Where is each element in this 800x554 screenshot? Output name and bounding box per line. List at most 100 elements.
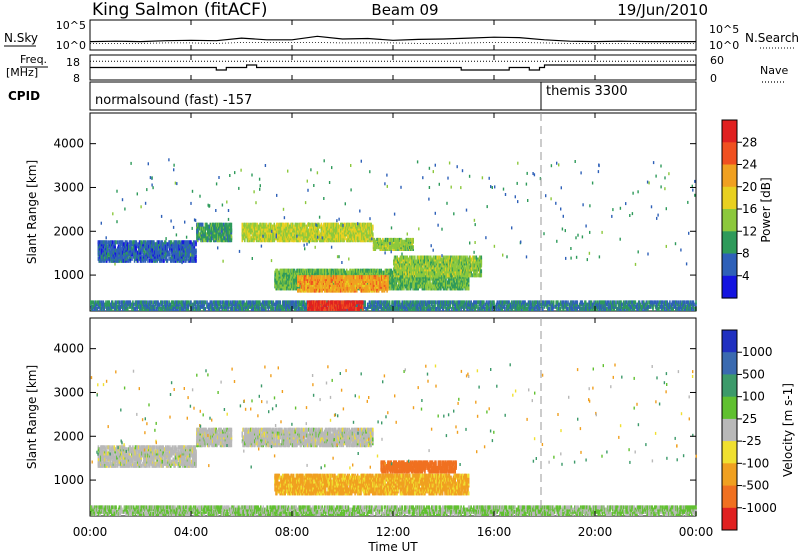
power-cell <box>104 252 106 257</box>
power-cell <box>116 250 119 255</box>
power-cell <box>285 228 287 233</box>
power-cell <box>278 280 281 285</box>
power-cell <box>320 275 323 280</box>
power-cell <box>444 269 446 274</box>
power-cell <box>306 275 308 280</box>
power-cell <box>430 265 432 270</box>
power-cell <box>340 230 343 235</box>
beam-title: Beam 09 <box>371 1 438 19</box>
power-cell <box>379 270 382 275</box>
power-cell <box>372 232 374 237</box>
power-cell <box>97 246 100 251</box>
power-cell <box>329 222 331 227</box>
power-cell <box>284 268 286 273</box>
power-cell <box>127 246 129 251</box>
power-cell <box>209 238 212 243</box>
freq-tick-top: 18 <box>66 56 80 69</box>
power-cell <box>446 280 448 285</box>
power-cell <box>110 244 112 249</box>
power-cell <box>161 240 164 245</box>
power-cell <box>141 256 143 261</box>
nsky-series-line <box>89 35 696 43</box>
power-cell <box>213 234 216 239</box>
power-cell <box>348 222 350 227</box>
power-cell <box>272 228 275 233</box>
power-cell <box>141 246 143 251</box>
power-cell <box>451 284 454 289</box>
power-cell <box>151 250 153 255</box>
power-cell <box>271 234 274 239</box>
power-cell <box>197 230 200 235</box>
power-cell <box>444 284 446 289</box>
power-cell <box>114 240 116 245</box>
power-cell <box>245 230 248 235</box>
power-cell <box>132 254 135 259</box>
power-cell <box>258 224 260 229</box>
power-cell <box>343 234 345 239</box>
power-cell <box>385 237 387 242</box>
power-cell <box>141 254 143 259</box>
power-cell <box>338 232 340 237</box>
power-cell <box>318 224 321 229</box>
power-cell <box>169 240 171 245</box>
power-cell <box>471 257 473 262</box>
power-cell <box>313 286 315 291</box>
power-cell <box>104 256 106 261</box>
power-cell <box>177 240 180 245</box>
power-cell <box>154 244 157 249</box>
power-cell <box>145 256 148 261</box>
power-cell <box>143 258 145 263</box>
power-cell <box>164 256 167 261</box>
power-cell <box>436 271 439 276</box>
power-cell <box>418 255 420 260</box>
power-cell <box>320 280 323 285</box>
power-cell <box>143 248 145 253</box>
power-cell <box>405 268 408 273</box>
power-cell <box>157 244 159 249</box>
power-cell <box>409 257 412 262</box>
power-cell <box>292 268 295 273</box>
power-cell <box>466 271 468 276</box>
freq-tick-bottom: 8 <box>73 72 80 85</box>
power-cell <box>455 267 457 272</box>
power-cell <box>356 236 359 241</box>
power-cell <box>423 273 425 278</box>
power-cell <box>276 234 279 239</box>
power-cell <box>272 224 275 229</box>
power-cell <box>404 280 407 285</box>
power-cell <box>431 286 434 291</box>
power-cell <box>209 222 212 227</box>
power-cell <box>313 226 315 231</box>
power-cell <box>390 247 393 251</box>
power-cell <box>100 240 102 245</box>
power-cell <box>226 238 228 243</box>
power-cell <box>423 282 425 287</box>
power-cell <box>359 222 361 227</box>
power-cell <box>159 244 161 249</box>
power-cell <box>278 270 281 275</box>
power-cell <box>427 255 430 260</box>
power-cell <box>177 244 180 249</box>
power-cell <box>248 232 250 237</box>
power-cell <box>104 244 106 249</box>
power-cell <box>139 254 142 259</box>
power-cell <box>122 242 125 247</box>
power-cell <box>389 268 392 273</box>
power-cell <box>115 240 117 245</box>
power-cell <box>170 256 173 261</box>
power-cell <box>153 240 155 245</box>
power-cell <box>452 257 455 262</box>
power-cell <box>113 246 116 251</box>
power-cell <box>171 254 174 259</box>
power-cell <box>404 265 407 270</box>
power-cell <box>159 246 161 251</box>
power-cell <box>182 244 185 249</box>
power-cell <box>108 248 111 253</box>
power-cell <box>284 222 286 227</box>
power-cell <box>166 258 169 263</box>
power-cell <box>113 254 116 259</box>
power-cell <box>409 237 412 242</box>
power-cell <box>457 284 460 289</box>
power-cell <box>470 257 472 262</box>
power-cell <box>215 222 217 227</box>
